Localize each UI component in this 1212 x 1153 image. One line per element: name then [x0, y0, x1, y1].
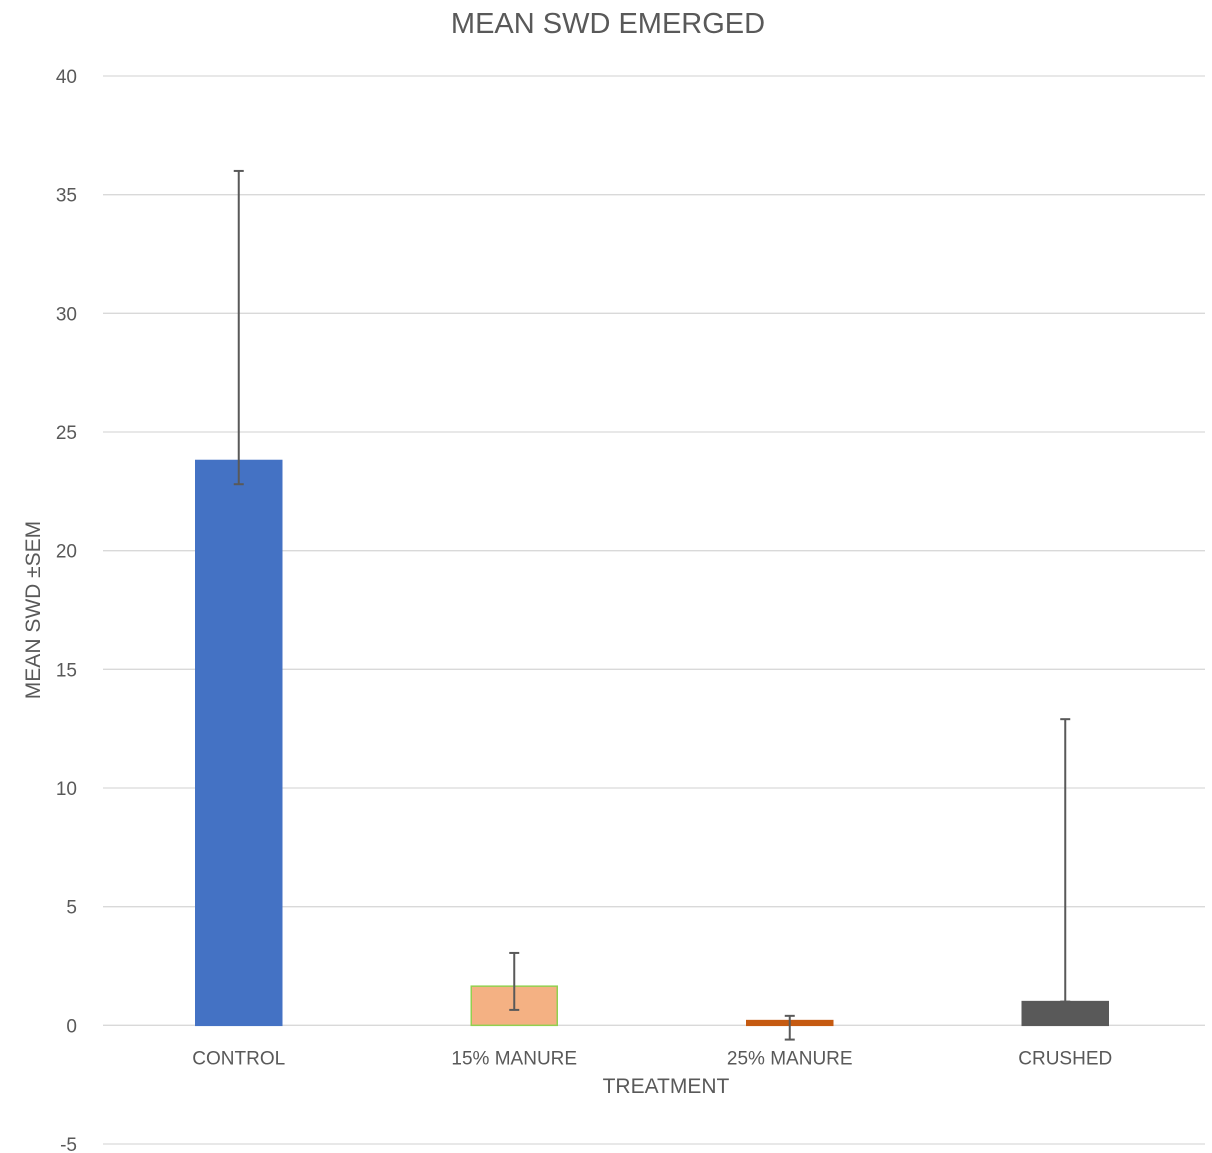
y-tick-label: 40 [56, 67, 77, 88]
gridlines [103, 75, 1205, 1145]
bar [195, 459, 283, 1027]
y-tick-label: 15 [56, 660, 77, 681]
x-category-label: 25% MANURE [727, 1048, 853, 1069]
x-category-label: 15% MANURE [451, 1048, 577, 1069]
x-axis-title: TREATMENT [603, 1075, 730, 1098]
chart-title: MEAN SWD EMERGED [451, 8, 765, 40]
y-axis-ticks: -5 0 5 10 15 20 25 30 35 40 [56, 67, 77, 1153]
y-tick-label: 35 [56, 186, 77, 207]
error-bars [233, 169, 1071, 1041]
x-axis-categories: CONTROL 15% MANURE 25% MANURE CRUSHED [192, 1048, 1112, 1069]
bar [1021, 1000, 1109, 1027]
x-category-label: CONTROL [192, 1048, 285, 1069]
y-tick-label: 5 [66, 898, 77, 919]
y-tick-label: 30 [56, 304, 77, 325]
y-tick-label: -5 [60, 1135, 77, 1153]
y-tick-label: 10 [56, 779, 77, 800]
x-category-label: CRUSHED [1018, 1048, 1112, 1069]
bars [195, 459, 1109, 1027]
y-axis-title: MEAN SWD ±SEM [22, 521, 45, 699]
y-tick-label: 25 [56, 423, 77, 444]
y-tick-label: 0 [66, 1016, 77, 1037]
y-tick-label: 20 [56, 542, 77, 563]
